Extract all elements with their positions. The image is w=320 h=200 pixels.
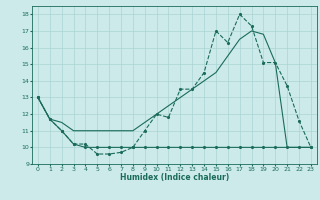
X-axis label: Humidex (Indice chaleur): Humidex (Indice chaleur) <box>120 173 229 182</box>
